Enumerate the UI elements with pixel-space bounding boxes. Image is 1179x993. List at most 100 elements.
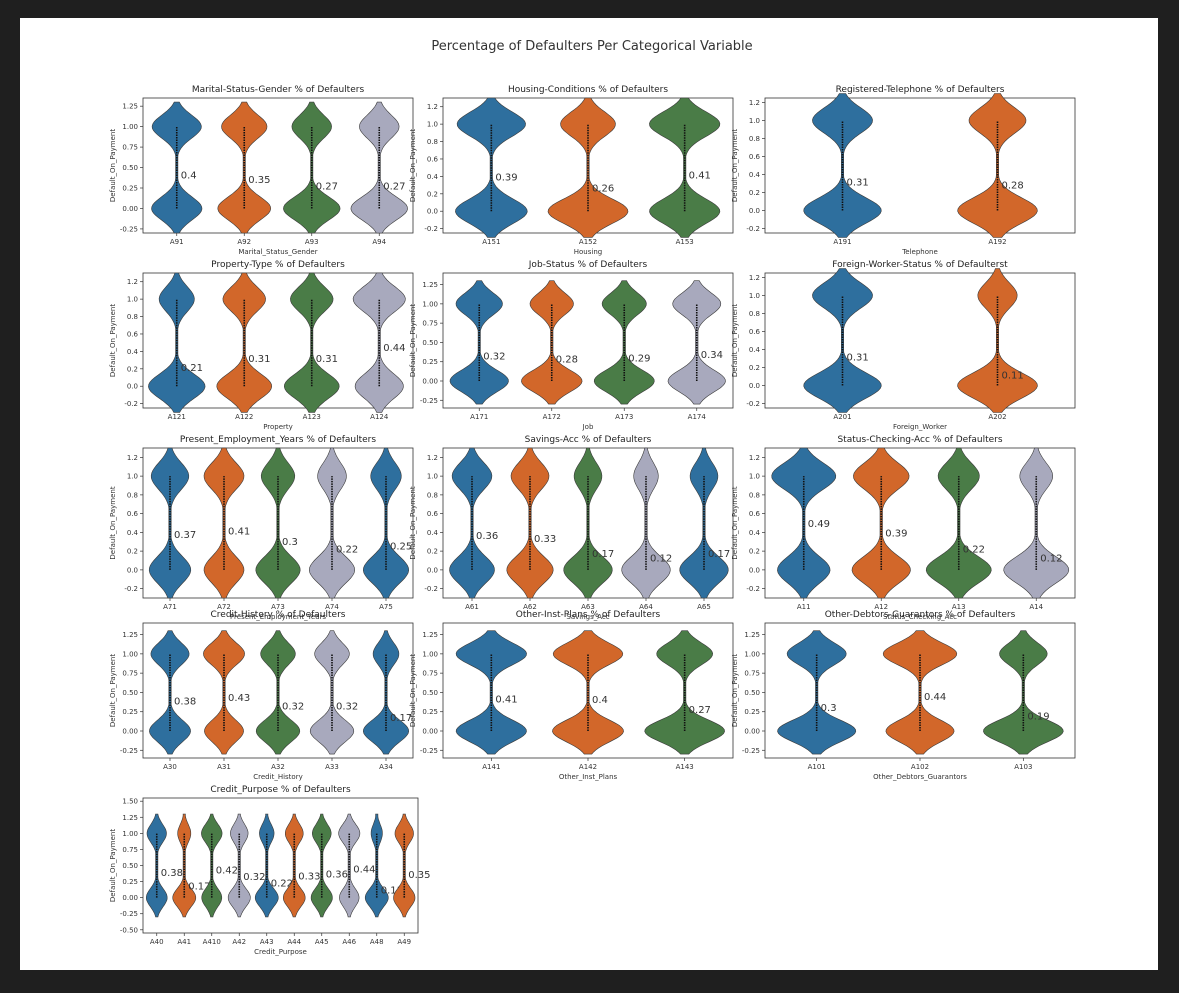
y-tick-label: 0.75 xyxy=(122,846,138,854)
subplot-title: Registered-Telephone % of Defaulters xyxy=(836,85,1005,95)
y-tick-label: 1.2 xyxy=(749,99,760,107)
x-tick-label: A152 xyxy=(579,238,597,246)
x-tick-label: A49 xyxy=(397,938,411,946)
y-tick-label: 1.25 xyxy=(122,814,138,822)
x-tick-label: A12 xyxy=(874,603,888,611)
y-tick-label: 1.50 xyxy=(122,798,138,806)
x-axis-label: Other_Inst_Plans xyxy=(559,773,618,781)
x-tick-label: A192 xyxy=(988,238,1006,246)
value-label: 0.3 xyxy=(821,703,837,714)
value-label: 0.3 xyxy=(282,537,298,548)
x-tick-label: A30 xyxy=(163,763,177,771)
value-label: 0.44 xyxy=(924,692,946,703)
value-label: 0.17 xyxy=(188,882,210,893)
value-label: 0.17 xyxy=(390,713,412,724)
y-tick-label: 0.00 xyxy=(122,205,138,213)
y-tick-label: 1.0 xyxy=(749,292,760,300)
y-tick-label: 1.25 xyxy=(422,281,438,289)
value-label: 0.36 xyxy=(476,531,498,542)
y-tick-label: 1.0 xyxy=(127,473,138,481)
axes-frame xyxy=(142,97,414,234)
x-tick-label: A72 xyxy=(217,603,231,611)
value-label: 0.4 xyxy=(181,171,197,182)
violin-A71 xyxy=(148,447,192,599)
value-label: 0.44 xyxy=(353,864,375,875)
value-label: 0.33 xyxy=(534,534,556,545)
value-label: 0.38 xyxy=(161,868,183,879)
subplot-13: Credit_Purpose % of Defaulters 1.50 1.25 1.… xyxy=(109,785,431,956)
x-tick-label: A44 xyxy=(287,938,301,946)
subplot-title: Housing-Conditions % of Defaulters xyxy=(508,85,668,95)
x-tick-label: A102 xyxy=(911,763,929,771)
value-label: 0.28 xyxy=(1002,180,1024,191)
y-tick-label: 1.00 xyxy=(422,300,438,308)
y-tick-label: 0.00 xyxy=(122,894,138,902)
value-label: 0.25 xyxy=(390,541,412,552)
x-tick-label: A93 xyxy=(305,238,319,246)
subplot-12: Other-Debtors-Guarantors % of Defaulters… xyxy=(731,610,1076,781)
value-label: 0.41 xyxy=(495,694,517,705)
y-tick-label: 0.2 xyxy=(427,548,438,556)
value-label: 0.22 xyxy=(963,544,985,555)
x-tick-label: A172 xyxy=(543,413,561,421)
x-tick-label: A14 xyxy=(1029,603,1043,611)
violin-A14 xyxy=(1003,447,1070,599)
y-tick-label: 0.2 xyxy=(127,365,138,373)
y-tick-label: -0.2 xyxy=(124,585,138,593)
y-tick-label: 0.25 xyxy=(122,878,138,886)
x-tick-label: A62 xyxy=(523,603,537,611)
value-label: 0.27 xyxy=(383,181,405,192)
y-tick-label: 0.0 xyxy=(749,382,760,390)
subplot-10: Credit-History % of Defaulters 1.25 1.00 0.… xyxy=(109,610,414,781)
violin-A61 xyxy=(449,447,495,599)
y-tick-label: 0.75 xyxy=(422,670,438,678)
x-axis-label: Housing xyxy=(574,248,602,256)
y-tick-label: 0.00 xyxy=(422,728,438,736)
x-axis-label: Property xyxy=(263,423,293,431)
x-tick-label: A73 xyxy=(271,603,285,611)
x-tick-label: A75 xyxy=(379,603,393,611)
x-tick-label: A33 xyxy=(325,763,339,771)
y-tick-label: 0.0 xyxy=(749,207,760,215)
y-tick-label: 0.6 xyxy=(127,510,139,518)
violin-A72 xyxy=(203,447,245,599)
value-label: 0.32 xyxy=(243,872,265,883)
x-tick-label: A91 xyxy=(170,238,184,246)
subplot-title: Status-Checking-Acc % of Defaulters xyxy=(837,435,1002,445)
y-tick-label: 1.2 xyxy=(749,274,760,282)
value-label: 0.31 xyxy=(847,353,869,364)
y-tick-label: 1.2 xyxy=(127,454,138,462)
violin-A63 xyxy=(563,447,613,599)
violin-A42 xyxy=(227,813,251,918)
y-tick-label: 0.8 xyxy=(127,313,138,321)
value-label: 0.26 xyxy=(592,184,614,195)
x-axis-label: Other_Debtors_Guarantors xyxy=(873,773,967,781)
x-tick-label: A41 xyxy=(177,938,191,946)
subplot-title: Other-Inst-Plans % of Defaulters xyxy=(516,610,661,620)
violin-A11 xyxy=(771,447,837,599)
axes-frame xyxy=(764,447,1076,599)
y-tick-label: 1.25 xyxy=(744,631,760,639)
y-tick-label: 0.4 xyxy=(749,529,761,537)
subplot-5: Job-Status % of Defaulters 1.25 1.00 0.75 0.… xyxy=(409,260,734,431)
y-tick-label: 0.8 xyxy=(749,135,760,143)
y-tick-label: 0.75 xyxy=(122,670,138,678)
x-tick-label: A11 xyxy=(797,603,811,611)
value-label: 0.28 xyxy=(556,354,578,365)
subplot-title: Property-Type % of Defaulters xyxy=(211,260,345,270)
y-tick-label: -0.25 xyxy=(120,910,138,918)
x-tick-label: A121 xyxy=(168,413,186,421)
subplot-2: Housing-Conditions % of Defaulters 1.2 1.0… xyxy=(409,85,734,256)
violin-A64 xyxy=(621,447,671,599)
figure-title: Percentage of Defaulters Per Categorical… xyxy=(431,39,752,54)
subplot-title: Credit_Purpose % of Defaulters xyxy=(210,785,351,795)
y-tick-label: 0.4 xyxy=(427,529,439,537)
y-tick-label: 1.0 xyxy=(749,117,760,125)
y-tick-label: -0.2 xyxy=(124,400,138,408)
x-tick-label: A123 xyxy=(303,413,321,421)
y-tick-label: 0.8 xyxy=(749,491,760,499)
y-tick-label: 0.2 xyxy=(127,548,138,556)
value-label: 0.36 xyxy=(326,870,348,881)
x-tick-label: A34 xyxy=(379,763,393,771)
y-axis-label: Default_On_Payment xyxy=(731,129,739,202)
